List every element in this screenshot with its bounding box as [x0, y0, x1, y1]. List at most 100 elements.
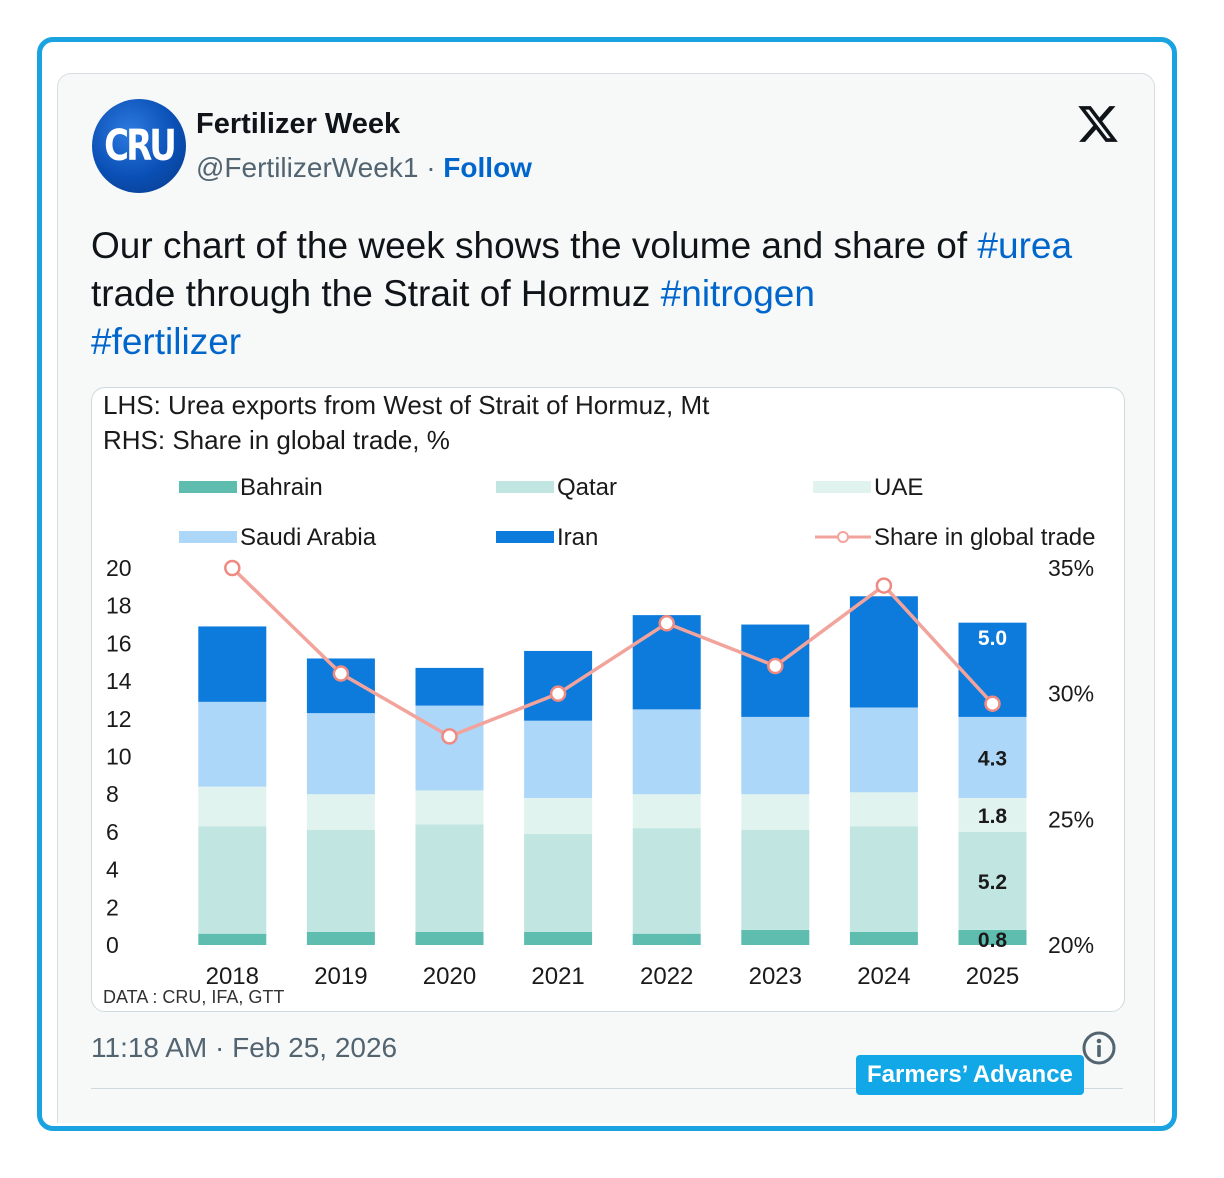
hashtag-fertilizer[interactable]: #fertilizer [91, 321, 242, 362]
data-label-uae-2025: 1.8 [978, 805, 1008, 828]
bar-bahrain-2018 [198, 933, 267, 945]
chart-source: DATA : CRU, IFA, GTT [103, 987, 284, 1007]
share-point-2021 [549, 685, 567, 702]
data-label-bahrain-2025: 0.8 [978, 929, 1008, 952]
bar-saudi-arabia-2023 [741, 716, 810, 795]
avatar-logo-text: CRU [104, 121, 177, 171]
x-tick-label-2022: 2022 [640, 963, 693, 990]
data-label-saudi-arabia-2025: 4.3 [978, 747, 1007, 770]
bar-uae-2019 [306, 794, 375, 831]
x-tick-label-2020: 2020 [423, 963, 476, 990]
bar-uae-2025 [958, 797, 1027, 832]
legend-label-share-in-global-trade: Share in global trade [874, 524, 1095, 551]
share-point-2025 [984, 695, 1001, 712]
x-tick-label-2024: 2024 [857, 963, 910, 990]
share-point-2023 [767, 657, 784, 675]
y-right-tick-label: 20% [1048, 932, 1094, 958]
timestamp[interactable]: 11:18 AM · Feb 25, 2026 [91, 1032, 398, 1063]
tweet-text: Our chart of the week shows the volume a… [91, 222, 1101, 366]
y-left-tick-label: 0 [106, 932, 119, 958]
bar-saudi-arabia-2020 [415, 705, 484, 791]
bar-saudi-arabia-2018 [198, 701, 267, 787]
y-left-tick-label: 16 [106, 630, 132, 656]
bar-uae-2023 [741, 794, 810, 831]
bar-iran-2020 [415, 667, 484, 706]
bar-bahrain-2025 [958, 929, 1027, 945]
bar-saudi-arabia-2025 [958, 716, 1027, 798]
y-left-tick-label: 12 [106, 706, 132, 732]
bar-saudi-arabia-2021 [524, 720, 593, 798]
x-logo-icon[interactable] [1076, 102, 1120, 146]
x-axis: 2018 2019 2020 2021 2022 2023 2024 2025 [206, 963, 1020, 990]
x-tick-label-2019: 2019 [314, 963, 367, 990]
bar-uae-2018 [198, 786, 267, 827]
y-left-tick-label: 18 [106, 593, 132, 619]
bar-bahrain-2019 [306, 931, 375, 945]
share-line [231, 566, 994, 739]
share-point-2018 [224, 559, 241, 577]
legend-swatch-qatar [496, 481, 554, 493]
bar-series [198, 596, 1027, 945]
display-name[interactable]: Fertilizer Week [196, 108, 401, 140]
bar-iran-2024 [849, 596, 918, 708]
bar-qatar-2020 [415, 824, 484, 932]
bar-saudi-arabia-2019 [306, 713, 375, 795]
bar-uae-2021 [524, 797, 593, 834]
chart-svg: LHS: Urea exports from West of Strait of… [103, 390, 1095, 1007]
y-right-tick-label: 35% [1048, 555, 1094, 581]
legend-label-bahrain: Bahrain [240, 474, 323, 501]
bar-uae-2020 [415, 790, 484, 825]
legend-swatch-iran [496, 531, 554, 543]
y-left-tick-label: 2 [106, 894, 119, 920]
y-left-tick-label: 14 [106, 668, 132, 694]
avatar[interactable]: CRU [92, 99, 186, 193]
chart-legend: Bahrain Qatar UAE Saudi Arabia Iran Share in … [179, 474, 1095, 551]
watermark-badge: Farmers’ Advance [856, 1055, 1084, 1095]
info-icon[interactable] [1081, 1030, 1117, 1066]
bar-qatar-2023 [741, 830, 810, 930]
handle[interactable]: @FertilizerWeek1 [196, 152, 419, 183]
hashtag-urea[interactable]: #urea [977, 225, 1073, 266]
x-tick-label-2018: 2018 [206, 963, 259, 990]
bar-bahrain-2023 [741, 929, 810, 945]
bar-qatar-2024 [849, 826, 918, 932]
data-label-iran-2025: 5.0 [978, 627, 1007, 650]
bar-qatar-2021 [524, 833, 593, 932]
y-right-tick-label: 25% [1048, 806, 1094, 832]
x-tick-label-2023: 2023 [749, 963, 802, 990]
follow-button[interactable]: Follow [443, 152, 532, 183]
y-left-tick-label: 20 [106, 555, 132, 581]
divider [91, 1088, 1123, 1089]
bar-qatar-2018 [198, 826, 267, 934]
handle-row: @FertilizerWeek1 · Follow [196, 152, 532, 184]
hashtag-nitrogen[interactable]: #nitrogen [660, 273, 815, 314]
bar-uae-2022 [632, 794, 701, 829]
chart-title-lhs: LHS: Urea exports from West of Strait of… [103, 390, 710, 420]
x-tick-label-2025: 2025 [966, 963, 1019, 990]
y-left-tick-label: 6 [106, 819, 119, 845]
data-label-qatar-2025: 5.2 [978, 871, 1007, 894]
bar-saudi-arabia-2022 [632, 709, 701, 795]
tweet-text-part: Our chart of the week shows the volume a… [91, 225, 978, 266]
legend-swatch-saudi-arabia [179, 531, 237, 543]
legend-label-uae: UAE [874, 474, 923, 501]
bar-uae-2024 [849, 792, 918, 827]
legend-swatch-uae [813, 481, 871, 493]
data-labels: 5.0 4.3 1.8 5.2 0.8 [978, 627, 1008, 952]
share-point-2022 [658, 615, 675, 632]
legend-swatch-bahrain [179, 481, 237, 493]
tweet-text-part: trade through the Strait of Hormuz [91, 273, 661, 314]
share-point-2019 [332, 665, 350, 682]
bar-qatar-2019 [306, 830, 375, 932]
bar-bahrain-2020 [415, 931, 484, 945]
legend-label-saudi-arabia: Saudi Arabia [240, 524, 377, 551]
y-left-tick-label: 8 [106, 781, 119, 807]
chart-image[interactable]: LHS: Urea exports from West of Strait of… [91, 387, 1125, 1012]
y-left-tick-label: 4 [106, 857, 119, 883]
bar-bahrain-2024 [849, 931, 918, 945]
x-tick-label-2021: 2021 [531, 963, 584, 990]
separator: · [426, 152, 436, 183]
y-left-tick-label: 10 [106, 744, 132, 770]
chart-title-rhs: RHS: Share in global trade, % [103, 425, 450, 455]
bar-bahrain-2021 [524, 931, 593, 945]
